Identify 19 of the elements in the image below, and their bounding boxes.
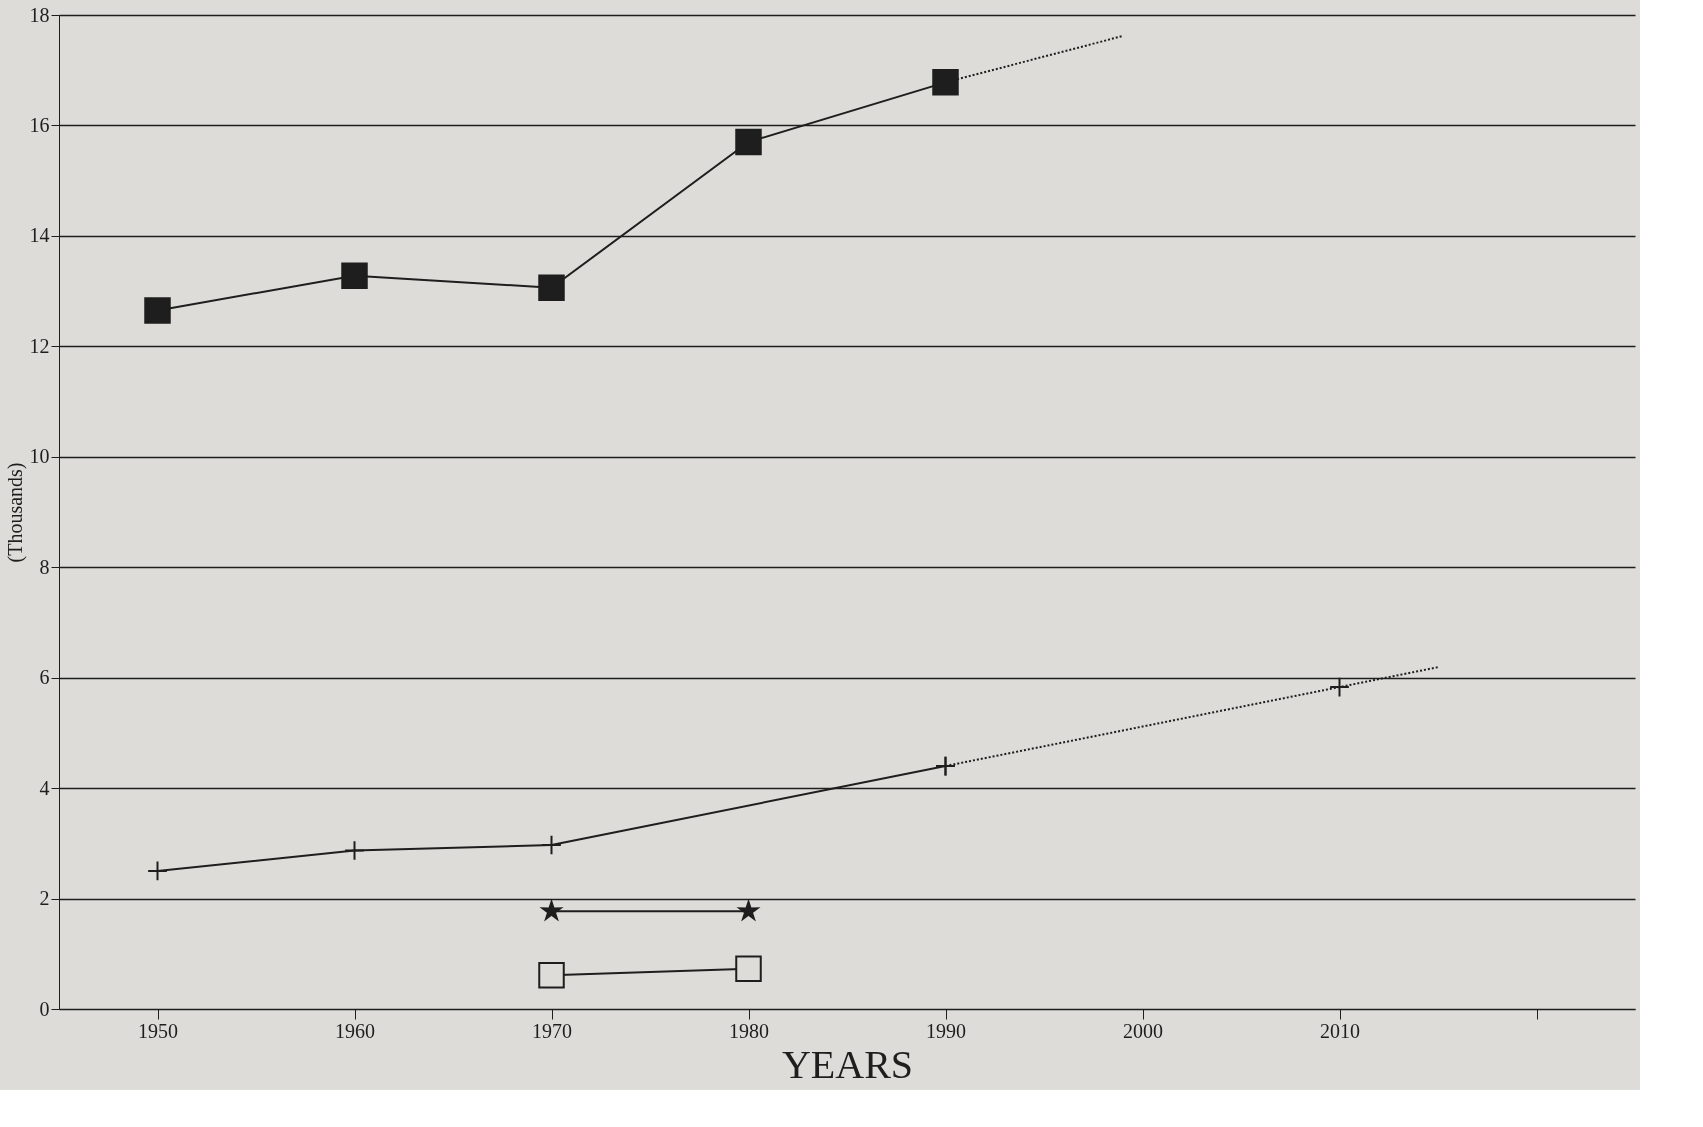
- x-tick-label: 1960: [335, 1019, 375, 1042]
- x-tick-label: 1950: [138, 1019, 178, 1042]
- y-tick-label: 14: [29, 224, 50, 247]
- y-axis-title: (Thousands): [3, 462, 27, 563]
- y-tick-label: 8: [39, 555, 50, 578]
- y-tick-label: 2: [39, 887, 50, 910]
- x-tick-label: 2000: [1123, 1019, 1163, 1042]
- x-tick-label: 1980: [729, 1019, 769, 1042]
- y-tick-label: 6: [39, 666, 50, 689]
- y-tick-label: 18: [29, 3, 50, 26]
- x-tick-label: 1990: [926, 1019, 966, 1042]
- y-tick-label: 12: [29, 334, 50, 357]
- y-tick-label: 10: [29, 445, 50, 468]
- y-tick-label: 4: [39, 776, 50, 799]
- x-axis-title: YEARS: [781, 1041, 914, 1087]
- x-tick-label: 2010: [1320, 1019, 1360, 1042]
- y-tick-label: 0: [39, 997, 50, 1020]
- x-tick-label: 1970: [532, 1019, 572, 1042]
- y-tick-label: 16: [29, 113, 50, 136]
